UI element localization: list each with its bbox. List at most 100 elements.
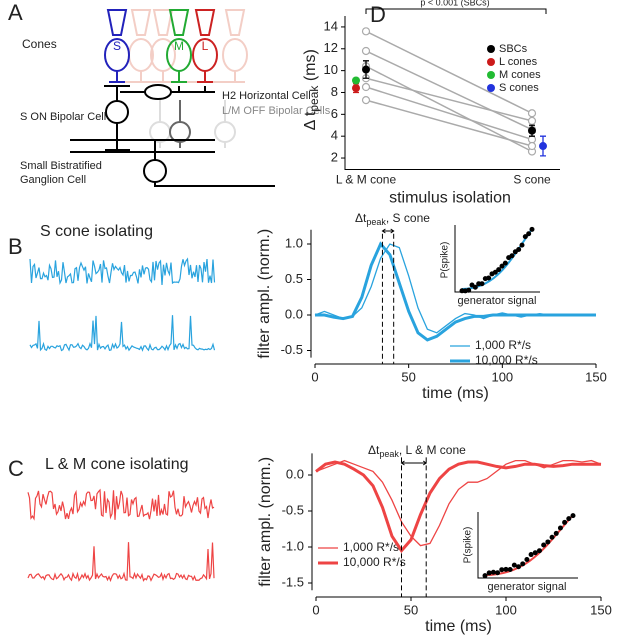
y-axis-label: filter ampl. (norm.) <box>256 229 273 359</box>
inset-dot <box>562 519 568 525</box>
y-tick-label: 8 <box>331 84 338 99</box>
inset-dot <box>516 246 522 252</box>
cell-point <box>527 141 537 151</box>
text-part: peak <box>366 217 386 227</box>
x-axis-label: time (ms) <box>422 385 489 402</box>
mean-point <box>528 126 536 135</box>
x-axis-label: stimulus isolation <box>389 190 511 207</box>
legend-label: 1,000 R*/s <box>475 338 531 352</box>
y-tick-label: 0.0 <box>285 306 303 321</box>
horizontal-label: H2 Horizontal Cell <box>222 90 311 102</box>
y-axis-label: Δ tpeak (ms) <box>302 49 321 130</box>
inset-dot <box>472 284 478 290</box>
interval-arrow <box>381 228 395 234</box>
inset-dot <box>502 260 508 266</box>
inset-dot <box>529 226 535 232</box>
y-tick-label: 10 <box>324 62 338 77</box>
legend-label: 10,000 R*/s <box>343 555 406 569</box>
inset-dot <box>520 561 526 567</box>
inset-dot <box>545 539 551 545</box>
panel-label: D <box>370 2 386 27</box>
legend-swatch <box>487 45 495 53</box>
annotation: p < 0.001 (SBCs) <box>420 0 489 7</box>
cell-point <box>527 116 537 125</box>
recording-trace <box>29 257 216 286</box>
x-tick-label: 50 <box>401 369 415 384</box>
x-tick-label: 0 <box>312 602 319 617</box>
line-series <box>315 460 601 554</box>
y-tick-label: 2 <box>331 149 338 164</box>
inset-dot <box>524 557 530 563</box>
x-axis-label: time (ms) <box>425 618 492 635</box>
inset-dot <box>499 567 505 573</box>
recording-trace <box>27 542 215 583</box>
inset-dot <box>557 525 563 531</box>
cell-point <box>361 82 371 92</box>
x-tick-label: S cone <box>513 173 551 187</box>
ganglion-label: Small Bistratified <box>20 160 102 172</box>
mean-point <box>352 76 360 85</box>
text-part: peak <box>307 85 321 112</box>
legend-label: 1,000 R*/s <box>343 540 399 554</box>
legend-swatch <box>487 58 495 66</box>
cell-pair-line <box>365 99 533 147</box>
legend-label: L cones <box>499 56 538 68</box>
cone-label: L <box>202 39 209 53</box>
legend-swatch <box>487 71 495 79</box>
recording-trace <box>29 315 216 352</box>
retina-diagram <box>70 9 275 187</box>
x-tick-label: 50 <box>404 602 418 617</box>
cell-pair-line <box>365 50 533 131</box>
line-series <box>315 241 596 342</box>
inset-dot <box>549 534 555 540</box>
mean-point <box>539 142 547 151</box>
axes <box>344 16 560 170</box>
y-tick-label: 0.5 <box>285 271 303 286</box>
y-tick-label: -0.5 <box>281 342 303 357</box>
inset-dot <box>516 564 522 570</box>
y-tick-label: 0.0 <box>286 466 304 481</box>
cone-label: S <box>113 39 121 53</box>
inset-fit <box>484 514 574 576</box>
inset-dot <box>466 287 472 293</box>
cell-point <box>361 96 371 105</box>
inset-dot <box>486 275 492 281</box>
trace-title: S cone isolating <box>40 223 153 240</box>
legend-label: SBCs <box>499 43 528 55</box>
inset-dot <box>526 231 532 237</box>
y-tick-label: 1.0 <box>285 235 303 250</box>
inset-dot <box>522 234 528 240</box>
significance-bracket <box>365 8 547 14</box>
inset-fit <box>461 228 533 290</box>
annotation: Δtpeak, S cone <box>355 211 430 227</box>
trace-title: L & M cone isolating <box>45 456 188 473</box>
inset-dot <box>570 513 576 519</box>
inset-dot <box>486 570 492 576</box>
cell-point <box>361 46 371 56</box>
legend-label: S cones <box>499 82 539 94</box>
y-tick-label: -1.5 <box>282 574 304 589</box>
annotation: Δtpeak, L & M cone <box>368 443 466 459</box>
inset-dot <box>499 263 505 269</box>
inset-dot <box>503 566 509 572</box>
cone-label: M <box>174 39 184 53</box>
inset <box>454 225 578 579</box>
inset-dot <box>541 542 547 548</box>
cell-pair-line <box>365 30 533 114</box>
text-part: Δ t <box>302 111 319 130</box>
x-tick-label: 150 <box>590 602 612 617</box>
x-tick-label: 150 <box>585 369 607 384</box>
cones-label: Cones <box>22 37 57 51</box>
y-tick-label: -0.5 <box>282 502 304 517</box>
inset-dot <box>566 516 572 522</box>
ganglion-label: Ganglion Cell <box>20 174 86 186</box>
inset-dot <box>479 281 485 287</box>
y-tick-label: 4 <box>331 128 338 143</box>
inset-ylabel: P(spike) <box>463 527 474 564</box>
line-series <box>315 459 602 547</box>
text-part: , S cone <box>386 211 430 225</box>
text-part: (ms) <box>302 49 319 85</box>
x-tick-label: L & M cone <box>336 173 397 187</box>
bipolar-label: S ON Bipolar Cell <box>20 111 106 123</box>
